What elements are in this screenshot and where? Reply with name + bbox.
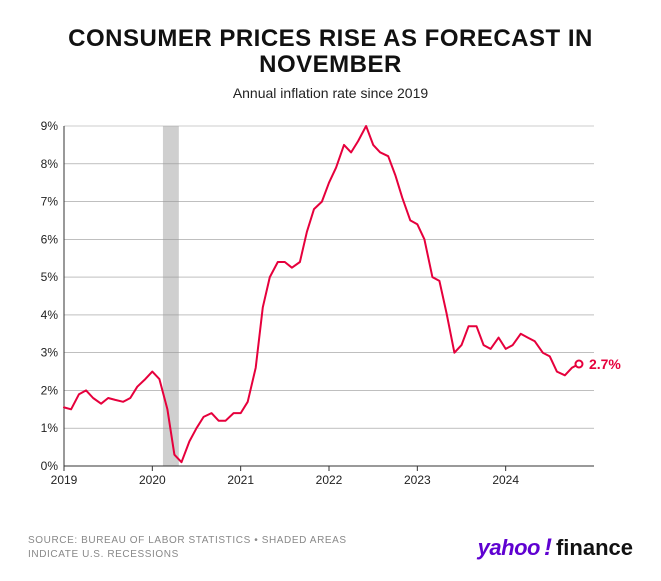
y-tick-label: 3% [41, 346, 59, 360]
brand-left: yahoo [478, 535, 540, 561]
brand-bang-icon: ! [544, 534, 552, 562]
brand-logo: yahoo ! finance [478, 534, 633, 562]
line-chart-svg: 0% 1% 2% 3% 4% 5% 6% 7% 8% 9% 2019 2020 2021 2022 2023… [28, 120, 633, 498]
x-tick-label: 2019 [51, 473, 78, 487]
x-tick-label: 2020 [139, 473, 166, 487]
source-caption: SOURCE: BUREAU OF LABOR STATISTICS • SHA… [28, 534, 388, 562]
x-tick-label: 2023 [404, 473, 431, 487]
x-tick-label: 2022 [316, 473, 343, 487]
brand-right: finance [556, 535, 633, 561]
chart-title: CONSUMER PRICES RISE AS FORECAST IN NOVE… [28, 26, 633, 79]
x-tick-label: 2024 [492, 473, 519, 487]
y-tick-label: 0% [41, 459, 59, 473]
y-tick-label: 8% [41, 157, 59, 171]
y-tick-label: 5% [41, 270, 59, 284]
y-tick-label: 4% [41, 308, 59, 322]
end-marker [575, 361, 582, 368]
y-tick-label: 2% [41, 383, 59, 397]
end-value-label: 2.7% [589, 356, 621, 372]
recession-band [163, 126, 179, 466]
y-tick-label: 1% [41, 421, 59, 435]
y-tick-label: 7% [41, 195, 59, 209]
chart-subtitle: Annual inflation rate since 2019 [28, 85, 633, 101]
inflation-line [64, 126, 579, 462]
y-tick-label: 6% [41, 232, 59, 246]
x-tick-label: 2021 [227, 473, 254, 487]
y-tick-label: 9% [41, 120, 59, 133]
chart-area: 0% 1% 2% 3% 4% 5% 6% 7% 8% 9% 2019 2020 2021 2022 2023… [28, 120, 633, 498]
